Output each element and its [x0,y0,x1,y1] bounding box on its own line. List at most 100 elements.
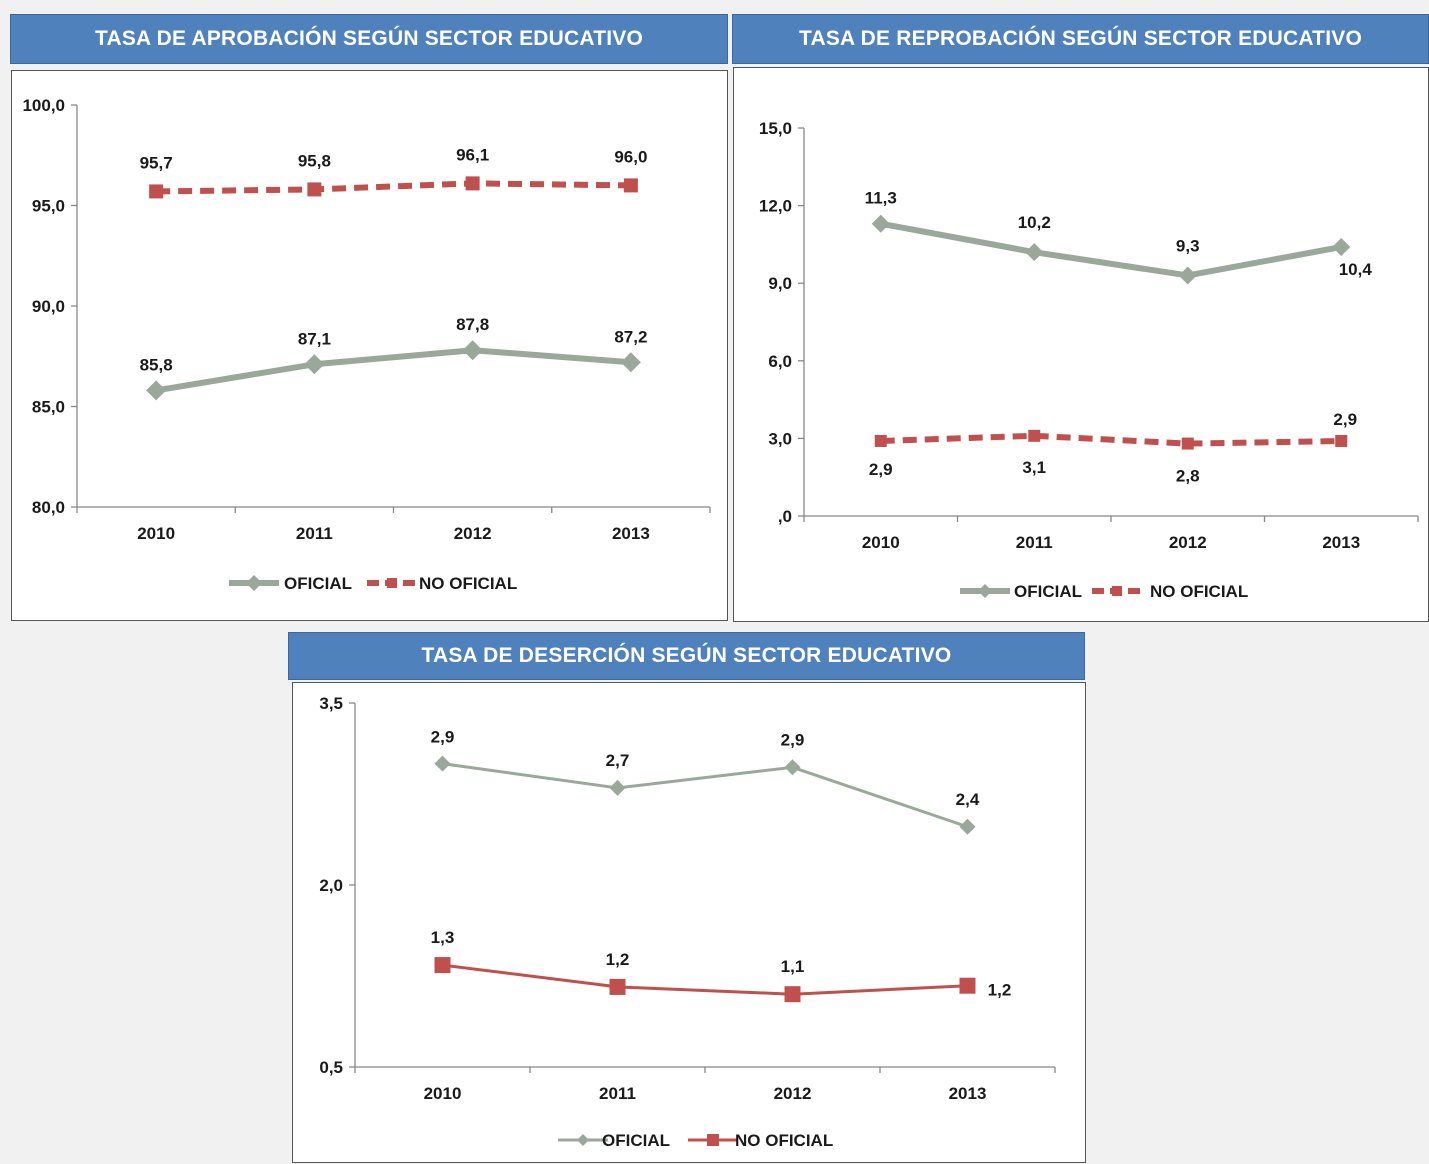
legend-marker [577,1134,589,1146]
x-tick-label: 2011 [1016,533,1053,552]
chart-title-aprobacion: TASA DE APROBACIÓN SEGÚN SECTOR EDUCATIV… [10,14,728,64]
data-label: 10,4 [1339,260,1373,279]
series-line-no-oficial [880,432,1342,447]
data-label: 96,0 [614,147,647,166]
legend-marker [387,578,397,588]
data-point [609,978,626,995]
data-point [304,354,325,375]
data-point [1025,243,1044,262]
data-point [1335,434,1348,447]
x-tick-label: 2010 [424,1084,462,1103]
data-point [959,818,976,835]
legend-label: OFICIAL [284,574,352,593]
data-label: 1,2 [988,981,1012,1000]
y-tick-label: 95,0 [32,197,65,216]
data-point [784,759,801,776]
data-label: 85,8 [140,355,173,374]
data-point [146,380,167,401]
series-line-oficial [155,347,632,394]
line-chart-reprobacion: ,0 3,0 6,0 9,0 12,0 15,0 2010 2011 2012 2013 11,3 1… [759,119,1419,601]
x-tick-label: 2011 [599,1084,636,1103]
data-label: 96,1 [456,145,489,164]
data-point [1178,266,1197,285]
series-line-no-oficial [156,180,631,195]
y-tick-label: 3,0 [768,429,792,448]
y-tick-label: 15,0 [759,119,792,138]
legend-label: NO OFICIAL [735,1131,833,1150]
x-tick-label: 2012 [454,524,492,543]
y-tick-label: 100,0 [22,96,65,115]
x-tick-label: 2010 [862,533,900,552]
data-point [623,178,638,193]
x-tick-label: 2011 [296,524,333,543]
x-tick-label: 2013 [1322,533,1360,552]
data-point [1028,429,1041,442]
x-tick-label: 2013 [949,1084,987,1103]
data-label: 87,8 [456,315,489,334]
chart-panel-desercion: 0,5 2,0 3,5 2010 2011 2012 2013 2,9 2,7 2,9 2,4 1,3… [292,682,1086,1163]
data-point [465,176,480,191]
x-tick-label: 2010 [137,524,175,543]
legend-marker [707,1134,719,1146]
data-label: 95,8 [298,151,331,170]
data-label: 2,9 [431,728,455,747]
data-point [620,352,641,373]
data-label: 2,9 [781,730,805,749]
y-tick-label: 12,0 [759,197,792,216]
data-label: 1,2 [606,950,630,969]
data-point [874,434,887,447]
data-label: 9,3 [1176,236,1200,255]
data-label: 3,1 [1022,458,1046,477]
line-chart-aprobacion: 80,0 85,0 90,0 95,0 100,0 2010 2011 2012 2013 85,… [22,96,711,593]
data-label: 2,7 [606,751,630,770]
data-label: 10,2 [1018,213,1051,232]
series-line-oficial [880,220,1342,279]
chart-panel-aprobacion: 80,0 85,0 90,0 95,0 100,0 2010 2011 2012 2013 85,… [11,70,728,621]
data-point [149,184,164,199]
data-label: 11,3 [865,189,897,208]
data-label: 87,2 [614,327,647,346]
chart-title-reprobacion: TASA DE REPROBACIÓN SEGÚN SECTOR EDUCATI… [732,14,1429,64]
legend-label: NO OFICIAL [419,574,517,593]
data-label: 2,9 [869,460,893,479]
data-point [307,182,322,197]
legend-label: OFICIAL [602,1131,670,1150]
series-line-no-oficial [442,963,968,996]
data-label: 1,3 [431,928,455,947]
data-point [959,977,976,994]
data-point [462,340,483,361]
data-label: 95,7 [140,153,173,172]
y-tick-label: ,0 [778,507,792,526]
y-tick-label: 2,0 [319,876,343,895]
chart-title-desercion: TASA DE DESERCIÓN SEGÚN SECTOR EDUCATIVO [288,632,1085,680]
line-chart-desercion: 0,5 2,0 3,5 2010 2011 2012 2013 2,9 2,7 2,9 2,4 1,3… [319,694,1056,1150]
y-tick-label: 6,0 [768,352,792,371]
data-label: 87,1 [298,329,331,348]
x-tick-label: 2012 [774,1084,812,1103]
data-point [871,214,890,233]
series-line-oficial [442,762,968,829]
y-tick-label: 85,0 [32,398,65,417]
x-tick-label: 2012 [1169,533,1207,552]
data-label: 2,8 [1176,467,1200,486]
legend-marker [1112,586,1122,596]
data-point [434,755,451,772]
data-point [784,986,801,1003]
data-point [609,779,626,796]
data-label: 2,9 [1333,410,1357,429]
legend-marker [246,575,262,591]
data-label: 2,4 [956,790,980,809]
data-point [1332,237,1351,256]
y-tick-label: 3,5 [319,694,343,713]
data-label: 1,1 [781,957,805,976]
legend-marker [978,584,992,598]
y-tick-label: 0,5 [319,1058,343,1077]
y-tick-label: 9,0 [768,274,792,293]
chart-panel-reprobacion: ,0 3,0 6,0 9,0 12,0 15,0 2010 2011 2012 2013 11,3 1… [733,67,1429,622]
legend-label: OFICIAL [1014,582,1082,601]
legend-label: NO OFICIAL [1150,582,1248,601]
y-tick-label: 90,0 [32,297,65,316]
y-tick-label: 80,0 [32,498,65,517]
x-tick-label: 2013 [612,524,650,543]
data-point [434,957,451,974]
